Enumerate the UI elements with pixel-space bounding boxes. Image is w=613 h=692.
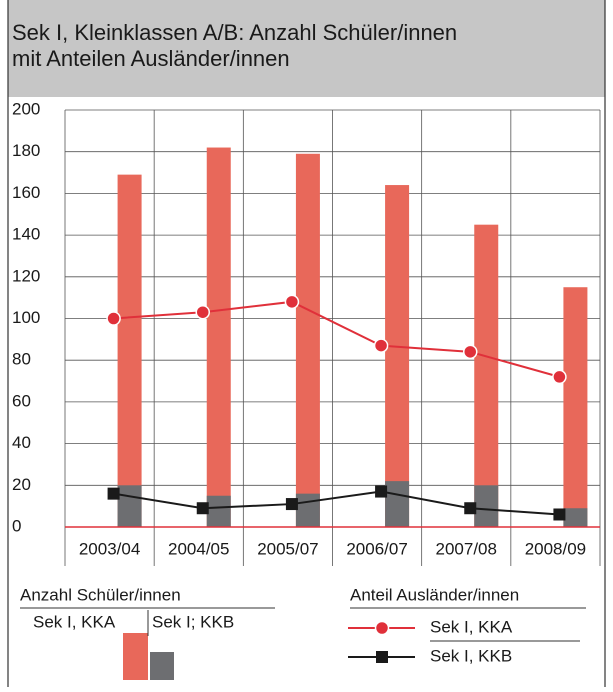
x-tick-label: 2007/08 xyxy=(436,539,497,558)
bar xyxy=(117,485,142,527)
legend-swatch xyxy=(150,652,174,680)
marker xyxy=(375,485,388,498)
chart-title: mit Anteilen Ausländer/innen xyxy=(12,46,290,71)
legend-marker xyxy=(374,620,390,636)
y-tick-label: 40 xyxy=(12,433,31,452)
bar xyxy=(474,224,499,528)
marker xyxy=(553,508,566,521)
marker xyxy=(373,338,389,353)
legend-swatch xyxy=(123,633,148,680)
title-background xyxy=(8,0,605,97)
legend-label: Sek I, KKA xyxy=(430,617,513,636)
y-tick-label: 60 xyxy=(12,391,31,410)
x-tick-label: 2005/07 xyxy=(257,539,318,558)
bar xyxy=(295,493,320,527)
marker xyxy=(284,294,300,310)
marker xyxy=(552,369,567,385)
legend-label: Sek I, KKA xyxy=(33,612,116,631)
legend-label: Sek I, KKB xyxy=(430,646,512,665)
chart-title: Sek I, Kleinklassen A/B: Anzahl Schüler/… xyxy=(12,20,457,45)
y-tick-label: 20 xyxy=(12,475,31,494)
x-tick-label: 2004/05 xyxy=(168,539,229,558)
marker xyxy=(195,304,210,320)
line xyxy=(113,300,560,378)
marker xyxy=(285,498,298,511)
bar xyxy=(295,153,320,527)
y-tick-label: 140 xyxy=(12,225,40,244)
marker xyxy=(196,502,209,515)
y-tick-label: 180 xyxy=(12,141,40,160)
x-tick-label: 2006/07 xyxy=(346,539,407,558)
x-tick-label: 2008/09 xyxy=(525,539,586,558)
y-tick-label: 0 xyxy=(12,516,21,535)
y-tick-label: 200 xyxy=(12,99,40,118)
bar xyxy=(117,174,142,527)
bar xyxy=(206,147,231,527)
marker xyxy=(107,487,120,500)
legend-label: Sek I; KKB xyxy=(152,612,234,631)
x-tick-label: 2003/04 xyxy=(79,539,140,558)
bar xyxy=(385,481,410,527)
marker xyxy=(106,311,121,326)
y-tick-label: 80 xyxy=(12,350,31,369)
bar xyxy=(563,287,588,527)
legend-title: Anzahl Schüler/innen xyxy=(20,585,181,604)
bar xyxy=(385,185,410,527)
legend-marker xyxy=(376,651,388,663)
line xyxy=(113,490,560,516)
legend-title: Anteil Ausländer/innen xyxy=(350,585,519,604)
bar xyxy=(563,508,588,527)
y-tick-label: 100 xyxy=(12,308,40,327)
bar xyxy=(474,485,499,527)
bar xyxy=(206,495,231,527)
y-tick-label: 160 xyxy=(12,183,40,202)
y-tick-label: 120 xyxy=(12,266,40,285)
marker xyxy=(464,502,477,515)
marker xyxy=(463,344,478,360)
